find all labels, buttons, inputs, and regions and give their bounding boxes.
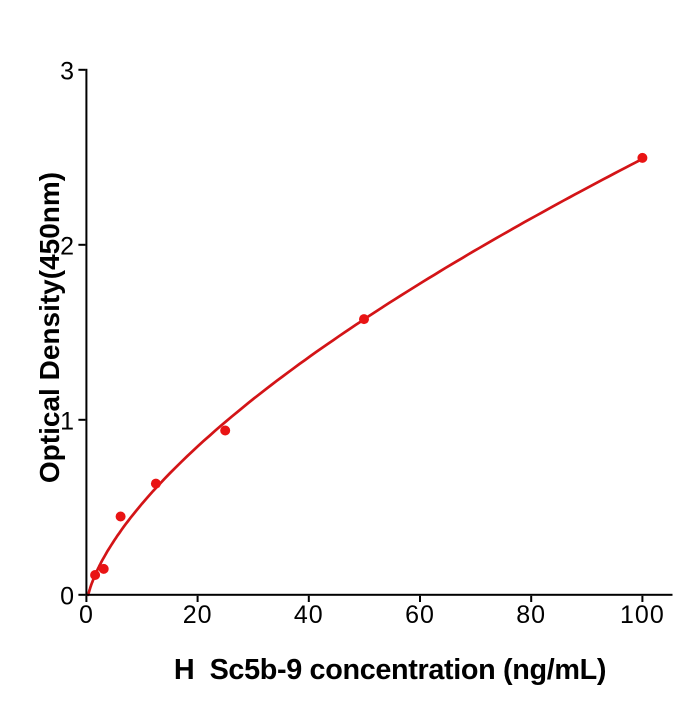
svg-text:40: 40 [294, 601, 324, 629]
svg-text:3: 3 [60, 57, 74, 85]
svg-text:H Sc5b-9 concentration (ng/mL: H Sc5b-9 concentration (ng/mL) [174, 654, 606, 686]
svg-text:Optical Density(450nm): Optical Density(450nm) [34, 172, 65, 483]
svg-text:100: 100 [620, 601, 665, 629]
svg-text:0: 0 [60, 582, 74, 610]
svg-text:20: 20 [183, 601, 213, 629]
svg-text:60: 60 [405, 601, 435, 629]
svg-text:2: 2 [60, 232, 74, 260]
svg-text:1: 1 [60, 407, 74, 435]
svg-text:0: 0 [79, 601, 94, 629]
svg-text:80: 80 [516, 601, 546, 629]
